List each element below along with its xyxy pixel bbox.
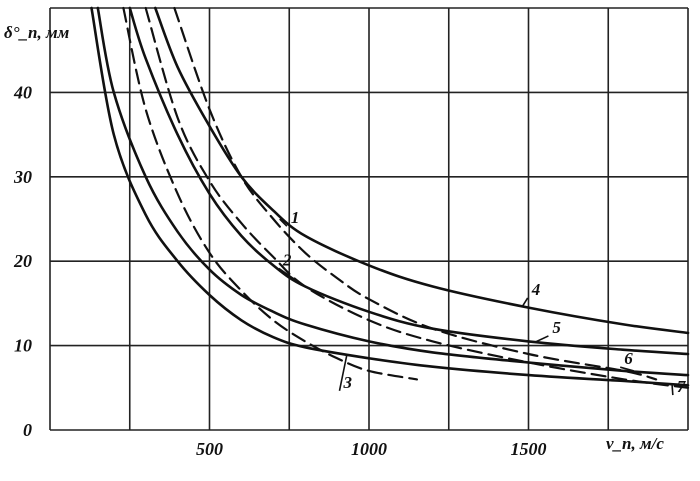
- series-2-label: 2: [282, 250, 292, 269]
- series-4-leader: [521, 297, 529, 308]
- series-3-label: 3: [342, 373, 352, 392]
- series-7-label: 7: [677, 377, 687, 396]
- curve-labels: 1 2 3 45 6 7: [278, 208, 687, 396]
- y-axis-label: δ°_п, мм: [4, 23, 70, 42]
- y-tick-label: 30: [13, 167, 32, 187]
- x-tick-label: 1500: [511, 439, 547, 459]
- series-5-leader: [534, 335, 549, 343]
- y-tick-label: 0: [23, 420, 32, 440]
- series-4-label: 4: [531, 280, 541, 299]
- series-3-leader: [338, 355, 348, 391]
- series-6-label: 6: [624, 349, 633, 368]
- series-3-line: [122, 6, 418, 381]
- y-tick-label: 10: [14, 336, 32, 356]
- x-tick-label: 500: [196, 439, 223, 459]
- y-tick-label: 20: [13, 251, 32, 271]
- grid: [49, 7, 689, 431]
- series-6-line: [96, 6, 690, 377]
- series-5-label: 5: [552, 318, 561, 337]
- x-axis-label: v_п, м/с: [606, 434, 664, 453]
- series-2-leader: [278, 267, 300, 283]
- series-4-line: [154, 6, 690, 335]
- y-tick-label: 40: [13, 82, 32, 102]
- x-tick-label: 1000: [351, 439, 387, 459]
- series-7-leader: [671, 384, 674, 396]
- series-5-line: [128, 6, 690, 356]
- series-1-line: [173, 6, 658, 381]
- series-2-line: [144, 6, 690, 389]
- curves: [90, 6, 690, 389]
- tick-labels: 500 1000 1500 0 10 20 30 40: [13, 82, 547, 459]
- series-1-label: 1: [291, 208, 300, 227]
- series-7-line: [90, 6, 690, 387]
- series-1-leader: [279, 218, 288, 227]
- series-6-leader: [619, 366, 634, 372]
